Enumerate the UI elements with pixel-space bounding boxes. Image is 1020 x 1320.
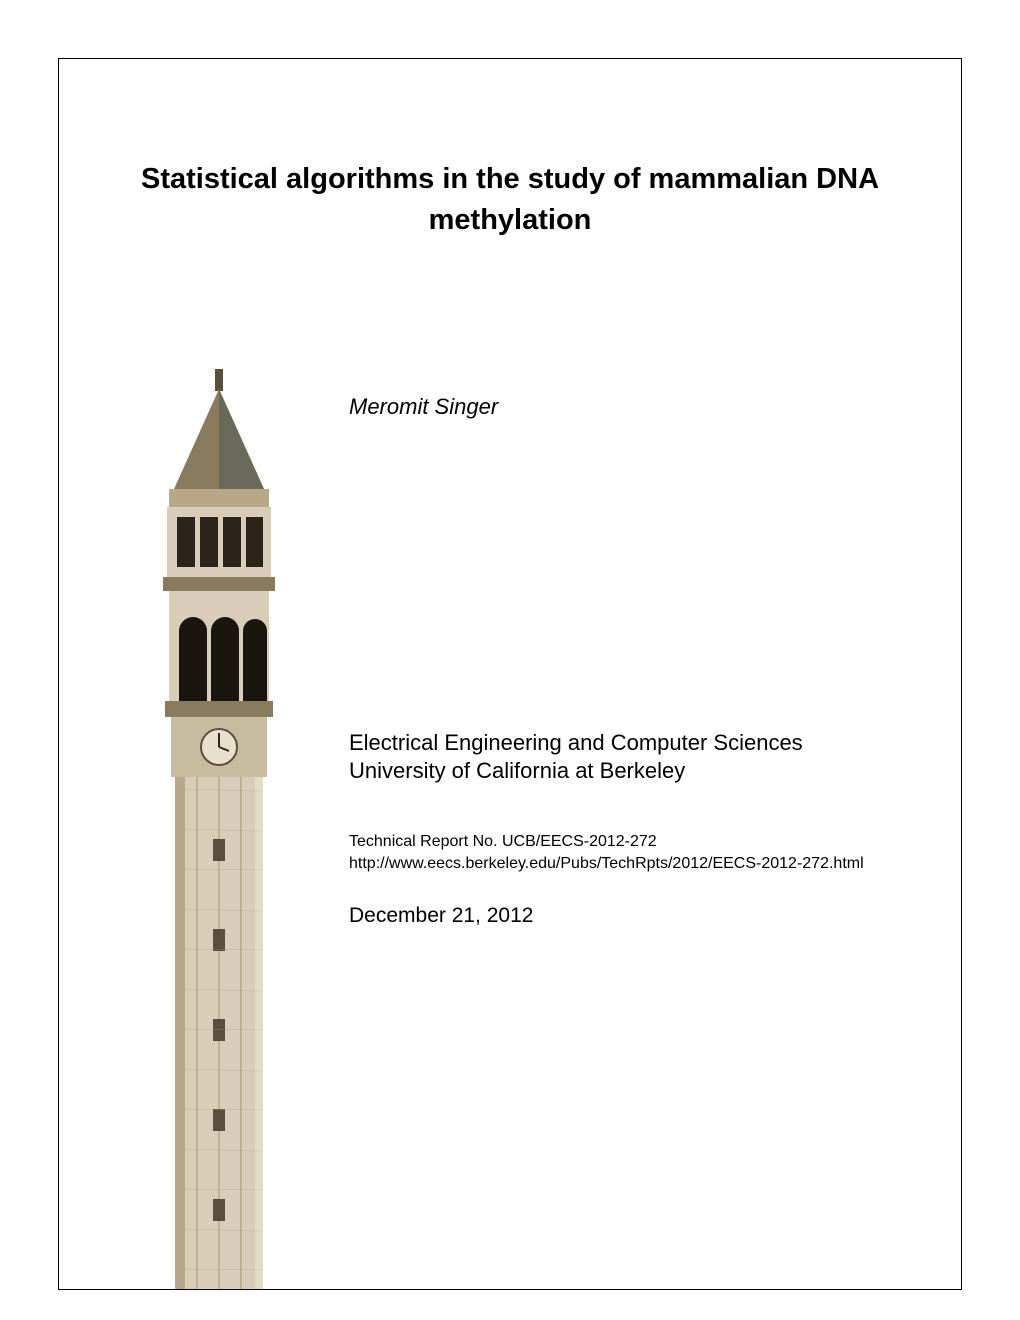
page-title: Statistical algorithms in the study of m… (99, 159, 921, 240)
report-date: December 21, 2012 (349, 904, 533, 928)
report-block: Technical Report No. UCB/EECS-2012-272 h… (349, 831, 864, 876)
page-frame: Statistical algorithms in the study of m… (58, 58, 962, 1290)
department-line2: University of California at Berkeley (349, 757, 803, 785)
department-line1: Electrical Engineering and Computer Scie… (349, 729, 803, 757)
author-name: Meromit Singer (349, 394, 498, 420)
report-number: Technical Report No. UCB/EECS-2012-272 (349, 831, 864, 853)
department-block: Electrical Engineering and Computer Scie… (349, 729, 803, 784)
report-url: http://www.eecs.berkeley.edu/Pubs/TechRp… (349, 853, 864, 875)
campanile-tower-icon (129, 369, 309, 1289)
